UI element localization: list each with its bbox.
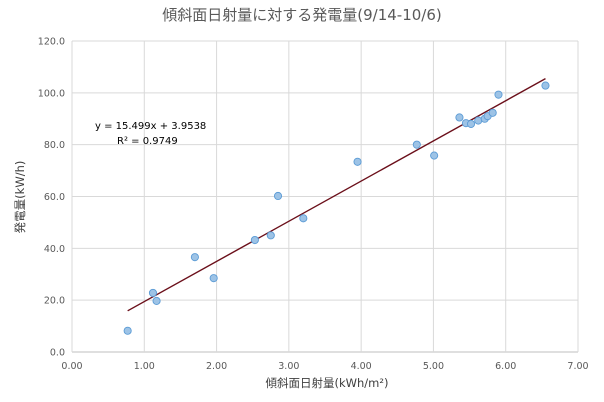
data-points bbox=[123, 81, 550, 335]
trendline bbox=[127, 78, 546, 312]
data-point bbox=[123, 326, 132, 335]
y-tick-label: 0.0 bbox=[50, 348, 65, 359]
data-point bbox=[430, 151, 439, 160]
gridlines bbox=[71, 40, 579, 353]
y-tick-label: 80.0 bbox=[44, 140, 65, 151]
y-tick-label: 20.0 bbox=[44, 296, 65, 307]
y-axis-ticks: 0.0 20.0 40.0 60.0 80.0 100.0 120.0 bbox=[38, 37, 65, 359]
x-tick-label: 4.00 bbox=[351, 361, 372, 372]
data-point bbox=[148, 288, 158, 297]
data-point bbox=[250, 235, 259, 245]
data-point bbox=[412, 140, 421, 149]
trendline-r-squared: R² = 0.9749 bbox=[117, 136, 178, 147]
y-tick-label: 60.0 bbox=[44, 192, 65, 203]
data-point bbox=[353, 157, 362, 166]
data-point bbox=[494, 90, 503, 99]
y-tick-label: 40.0 bbox=[44, 244, 65, 255]
data-point bbox=[209, 274, 218, 283]
data-point bbox=[541, 81, 550, 90]
x-tick-label: 0.00 bbox=[61, 361, 82, 372]
x-tick-label: 5.00 bbox=[423, 361, 444, 372]
data-point bbox=[299, 214, 308, 223]
y-tick-label: 120.0 bbox=[38, 37, 65, 48]
x-tick-label: 1.00 bbox=[134, 361, 155, 372]
x-axis-label: 傾斜面日射量(kWh/m²) bbox=[266, 376, 389, 390]
chart-title: 傾斜面日射量に対する発電量(9/14-10/6) bbox=[162, 6, 442, 24]
data-point bbox=[152, 296, 161, 305]
x-axis-ticks: 0.00 1.00 2.00 3.00 4.00 5.00 6.00 7.00 bbox=[61, 361, 588, 372]
x-tick-label: 3.00 bbox=[278, 361, 299, 372]
x-tick-label: 7.00 bbox=[567, 361, 588, 372]
data-point bbox=[273, 191, 283, 201]
data-point bbox=[266, 231, 275, 240]
data-point bbox=[190, 253, 199, 262]
data-point bbox=[488, 108, 497, 117]
data-point bbox=[455, 113, 464, 122]
data-point bbox=[466, 119, 476, 128]
trendline-layer bbox=[127, 78, 546, 312]
x-tick-label: 6.00 bbox=[495, 361, 516, 372]
trendline-equation: y = 15.499x + 3.9538 bbox=[95, 121, 206, 132]
x-tick-label: 2.00 bbox=[206, 361, 227, 372]
y-axis-label: 発電量(kW/h) bbox=[13, 161, 27, 234]
y-tick-label: 100.0 bbox=[38, 88, 65, 99]
